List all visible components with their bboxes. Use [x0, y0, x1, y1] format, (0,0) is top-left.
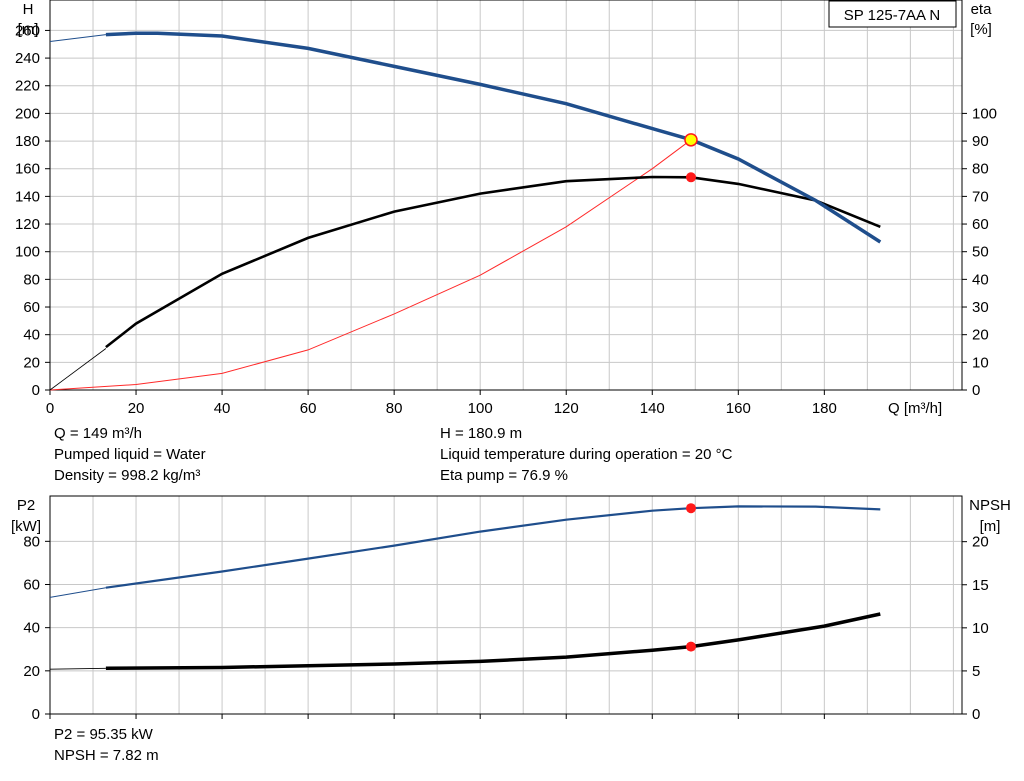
info-liquid-temperature: Liquid temperature during operation = 20… — [440, 446, 733, 463]
eta-axis-title: eta — [971, 1, 993, 18]
y-left-tick-label: 100 — [15, 244, 40, 261]
y-right-tick-label: 0 — [972, 382, 980, 399]
bottom-x-ticks — [49, 714, 825, 719]
y-left-tick-label: 220 — [15, 78, 40, 95]
head-curve-extension — [49, 34, 106, 42]
y-left-tick-label: 200 — [15, 105, 40, 122]
y-left-tick-label: 20 — [23, 354, 40, 371]
y-left-tick-label: 260 — [15, 22, 40, 39]
y-right-tick-label: 80 — [972, 161, 989, 178]
x-tick-label: 100 — [468, 400, 493, 417]
y-right-tick-label: 20 — [972, 327, 989, 344]
y-right-tick-label: 5 — [972, 663, 980, 680]
y-left-tick-label: 80 — [23, 533, 40, 550]
eta-curve-extension — [49, 348, 107, 391]
eta-axis-unit: [%] — [970, 21, 992, 38]
y-left-tick-label: 240 — [15, 50, 40, 67]
x-tick-label: 20 — [128, 400, 145, 417]
info-eta-pump: Eta pump = 76.9 % — [440, 467, 568, 484]
info-head: H = 180.9 m — [440, 425, 523, 442]
x-tick-label: 180 — [812, 400, 837, 417]
y-right-tick-label: 0 — [972, 706, 980, 723]
info-flow: Q = 149 m³/h — [54, 425, 142, 442]
y-right-tick-label: 10 — [972, 620, 989, 637]
head-axis-unit: [m] — [18, 21, 39, 38]
x-tick-label: 80 — [386, 400, 403, 417]
p2-axis-title: P2 — [17, 497, 35, 514]
y-right-tick-label: 60 — [972, 216, 989, 233]
y-left-tick-label: 180 — [15, 133, 40, 150]
p2-curve-extension — [49, 587, 106, 598]
head-axis-title: H — [23, 1, 34, 18]
x-tick-label: 160 — [726, 400, 751, 417]
npsh-axis-title: NPSH — [969, 497, 1011, 514]
x-tick-label: 140 — [640, 400, 665, 417]
top-left-ticks: 0 20 40 60 80 100 120 140 160 180 200 220 240 260 — [15, 22, 50, 399]
x-tick-label: 40 — [214, 400, 231, 417]
bottom-grid — [50, 496, 962, 714]
y-right-tick-label: 70 — [972, 188, 989, 205]
y-left-tick-label: 40 — [23, 327, 40, 344]
top-chart: 0 20 40 60 80 100 120 140 160 180 020406080100120… — [15, 0, 997, 417]
bottom-left-ticks: 0 20 40 60 80 — [23, 533, 50, 723]
p2-axis-unit: [kW] — [11, 518, 41, 535]
y-left-tick-label: 80 — [23, 271, 40, 288]
top-right-ticks: 0 10 20 30 40 50 60 70 80 90 100 — [962, 105, 997, 399]
y-left-tick-label: 140 — [15, 188, 40, 205]
product-label: SP 125-7AA N — [844, 7, 940, 24]
x-tick-label: 120 — [554, 400, 579, 417]
y-right-tick-label: 50 — [972, 244, 989, 261]
bottom-chart: 0 20 40 60 80 0 5 10 15 20 P2 [kW] NPSH [m] — [11, 495, 1011, 723]
bottom-right-ticks: 0 5 10 15 20 — [962, 534, 989, 723]
y-right-tick-label: 15 — [972, 577, 989, 594]
system-curve — [49, 139, 692, 391]
y-left-tick-label: 20 — [23, 663, 40, 680]
info-density: Density = 998.2 kg/m³ — [54, 467, 201, 484]
info-p2: P2 = 95.35 kW — [54, 726, 153, 743]
y-left-tick-label: 160 — [15, 161, 40, 178]
info-pumped-liquid: Pumped liquid = Water — [54, 446, 206, 463]
info-npsh: NPSH = 7.82 m — [54, 747, 159, 764]
top-x-ticks: 0 20 40 60 80 100 120 140 160 180 — [46, 390, 837, 417]
head-curve — [105, 31, 882, 244]
product-label-box: SP 125-7AA N — [828, 0, 957, 28]
y-right-tick-label: 30 — [972, 299, 989, 316]
top-grid — [50, 0, 962, 390]
y-left-tick-label: 0 — [32, 706, 40, 723]
eta-curve — [105, 175, 881, 349]
y-left-tick-label: 60 — [23, 576, 40, 593]
y-left-tick-label: 120 — [15, 216, 40, 233]
y-right-tick-label: 10 — [972, 354, 989, 371]
flow-axis-label: Q [m³/h] — [888, 400, 942, 417]
x-tick-label: 60 — [300, 400, 317, 417]
npsh-axis-unit: [m] — [980, 518, 1001, 535]
top-plot-frame — [49, 0, 963, 391]
y-right-tick-label: 90 — [972, 133, 989, 150]
eta-duty-marker — [685, 172, 696, 183]
y-right-tick-label: 100 — [972, 105, 997, 122]
y-left-tick-label: 40 — [23, 620, 40, 637]
p2-duty-marker — [685, 503, 696, 514]
y-right-tick-label: 20 — [972, 534, 989, 551]
bottom-plot-frame — [49, 495, 963, 715]
y-left-tick-label: 0 — [32, 382, 40, 399]
npsh-curve-extension — [49, 667, 106, 670]
npsh-curve — [105, 612, 881, 671]
x-tick-label: 0 — [46, 400, 54, 417]
npsh-duty-marker — [685, 641, 696, 652]
y-left-tick-label: 60 — [23, 299, 40, 316]
y-right-tick-label: 40 — [972, 271, 989, 288]
p2-curve — [105, 505, 881, 589]
duty-point-marker — [684, 133, 698, 147]
